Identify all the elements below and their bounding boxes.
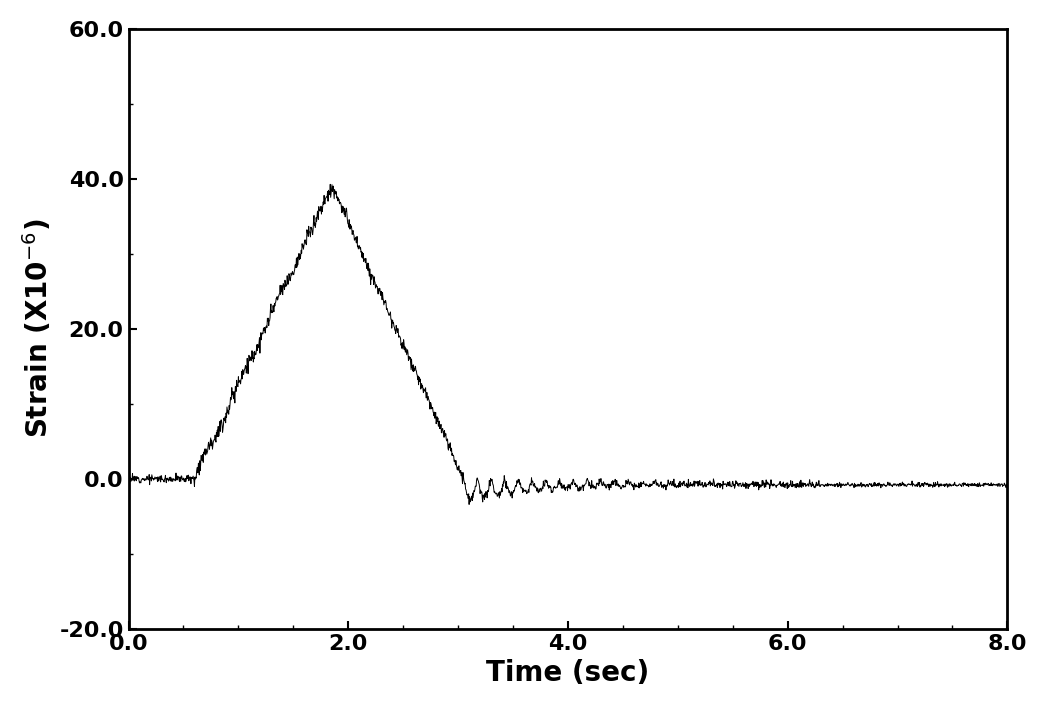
X-axis label: Time (sec): Time (sec) bbox=[486, 659, 650, 687]
Y-axis label: Strain (X10$^{-6}$): Strain (X10$^{-6}$) bbox=[21, 219, 53, 438]
